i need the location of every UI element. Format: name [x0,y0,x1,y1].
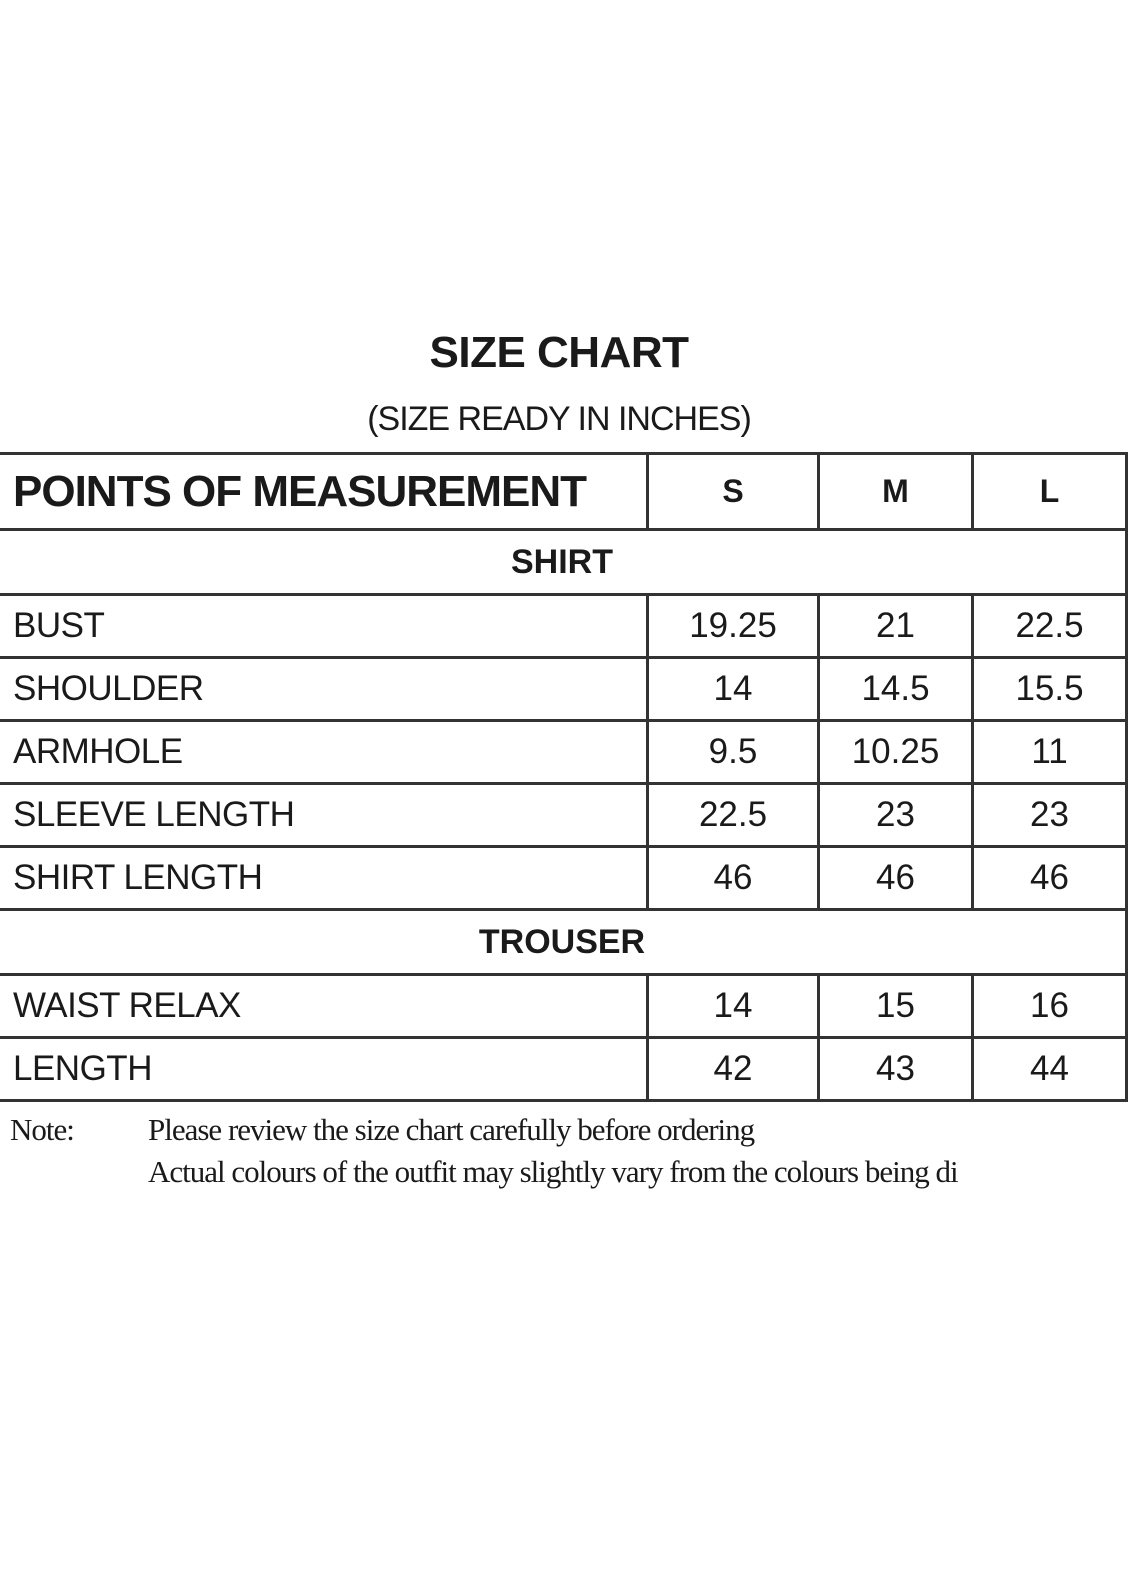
table-row: SLEEVE LENGTH 22.5 23 23 [0,782,1128,848]
measurement-value: 10.25 [817,719,974,785]
measurement-value: 46 [817,845,974,911]
table-row: ARMHOLE 9.5 10.25 11 [0,719,1128,785]
note-label: Note: [10,1112,75,1147]
section-row: SHIRT [0,528,1128,596]
measurement-label: LENGTH [0,1036,649,1102]
table-row: SHOULDER 14 14.5 15.5 [0,656,1128,722]
measurement-value: 19.25 [646,593,820,659]
measurement-value: 22.5 [646,782,820,848]
measurement-label: SHIRT LENGTH [0,845,649,911]
page-title: SIZE CHART [429,328,690,377]
measurement-label: WAIST RELAX [0,973,649,1039]
measurement-value: 42 [646,1036,820,1102]
measurement-value: 14 [646,973,820,1039]
measurement-label: ARMHOLE [0,719,649,785]
table-row: WAIST RELAX 14 15 16 [0,973,1128,1039]
header-cell: M [817,452,974,531]
measurement-value: 16 [971,973,1128,1039]
measurement-label: SLEEVE LENGTH [0,782,649,848]
size-chart-table: POINTS OF MEASUREMENT S M L SHIRT BUST 19.… [0,452,1128,1102]
measurement-value: 21 [817,593,974,659]
header-row: POINTS OF MEASUREMENT S M L [0,452,1128,531]
measurement-value: 46 [971,845,1128,911]
note-line: Actual colours of the outfit may slightl… [148,1154,959,1189]
header-cell: POINTS OF MEASUREMENT [0,452,649,531]
measurement-label: BUST [0,593,649,659]
section-row: TROUSER [0,908,1128,976]
measurement-value: 23 [817,782,974,848]
measurement-value: 11 [971,719,1128,785]
measurement-value: 14.5 [817,656,974,722]
measurement-value: 43 [817,1036,974,1102]
header-cell: L [971,452,1128,531]
measurement-value: 46 [646,845,820,911]
measurement-value: 44 [971,1036,1128,1102]
measurement-value: 15.5 [971,656,1128,722]
section-heading: SHIRT [0,528,1128,596]
note: Note: Please review the size chart caref… [10,1112,1138,1196]
page-subtitle: (SIZE READY IN INCHES) [367,400,752,438]
measurement-value: 23 [971,782,1128,848]
note-line: Please review the size chart carefully b… [148,1112,755,1147]
measurement-value: 14 [646,656,820,722]
measurement-value: 22.5 [971,593,1128,659]
table-row: BUST 19.25 21 22.5 [0,593,1128,659]
measurement-value: 9.5 [646,719,820,785]
table-row: LENGTH 42 43 44 [0,1036,1128,1102]
measurement-value: 15 [817,973,974,1039]
table-row: SHIRT LENGTH 46 46 46 [0,845,1128,911]
measurement-label: SHOULDER [0,656,649,722]
header-cell: S [646,452,820,531]
section-heading: TROUSER [0,908,1128,976]
